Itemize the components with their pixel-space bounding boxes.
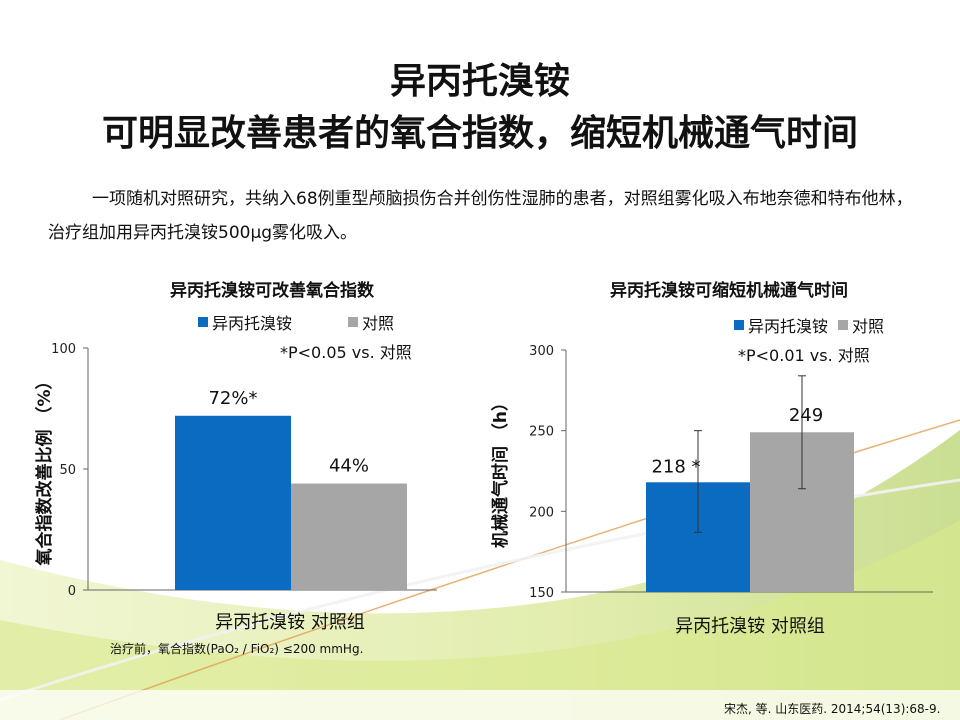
y-tick-label: 300: [529, 344, 554, 359]
legend-swatch-control: [838, 320, 849, 330]
chart2-x-label: 异丙托溴铵 对照组: [675, 616, 825, 637]
data-label: 249: [789, 405, 823, 426]
data-label: 218 *: [651, 456, 700, 477]
legend-swatch-control: [348, 317, 359, 327]
chart2-y-label: 机械通气时间 （h）: [490, 394, 511, 548]
y-tick-label: 100: [51, 342, 76, 357]
legend-label-treatment: 异丙托溴铵: [212, 314, 293, 333]
legend-label-control: 对照: [852, 317, 885, 336]
chart1-y-label: 氧合指数改善比例 （%）: [34, 373, 55, 567]
chart2-annotation: *P<0.01 vs. 对照: [738, 346, 870, 365]
y-tick-label: 50: [59, 463, 76, 478]
legend-label-control: 对照: [362, 314, 395, 333]
legend-label-treatment: 异丙托溴铵: [748, 317, 829, 336]
data-label: 44%: [329, 456, 369, 477]
intro-paragraph: 一项随机对照研究，共纳入68例重型颅脑损伤合并创伤性湿肺的患者，对照组雾化吸入布…: [48, 189, 913, 243]
footnote: 治疗前，氧合指数(PaO₂ / FiO₂) ≤200 mmHg.: [110, 642, 364, 656]
chart1-legend: 异丙托溴铵 对照: [198, 310, 394, 334]
y-tick-label: 200: [529, 505, 554, 520]
bar-control: [291, 483, 407, 590]
chart1-x-label: 异丙托溴铵 对照组: [215, 612, 365, 633]
chart1-title: 异丙托溴铵可改善氧合指数: [170, 281, 374, 301]
bar-treatment: [175, 415, 291, 590]
chart2-title: 异丙托溴铵可缩短机械通气时间: [610, 281, 848, 301]
y-tick-label: 250: [529, 425, 554, 440]
chart1-annotation: *P<0.05 vs. 对照: [280, 343, 412, 362]
legend-swatch-treatment: [198, 317, 208, 327]
y-tick-label: 150: [529, 586, 554, 601]
legend-swatch-treatment: [734, 320, 744, 330]
citation: 宋杰, 等. 山东医药. 2014;54(13):68-9.: [724, 702, 941, 716]
data-label: 72%*: [208, 388, 257, 409]
slide-title-line2: 可明显改善患者的氧合指数，缩短机械通气时间: [101, 113, 858, 154]
chart2-legend: 异丙托溴铵 对照: [734, 313, 884, 337]
y-tick-label: 0: [68, 584, 76, 599]
slide-title-line1: 异丙托溴铵: [389, 61, 570, 102]
